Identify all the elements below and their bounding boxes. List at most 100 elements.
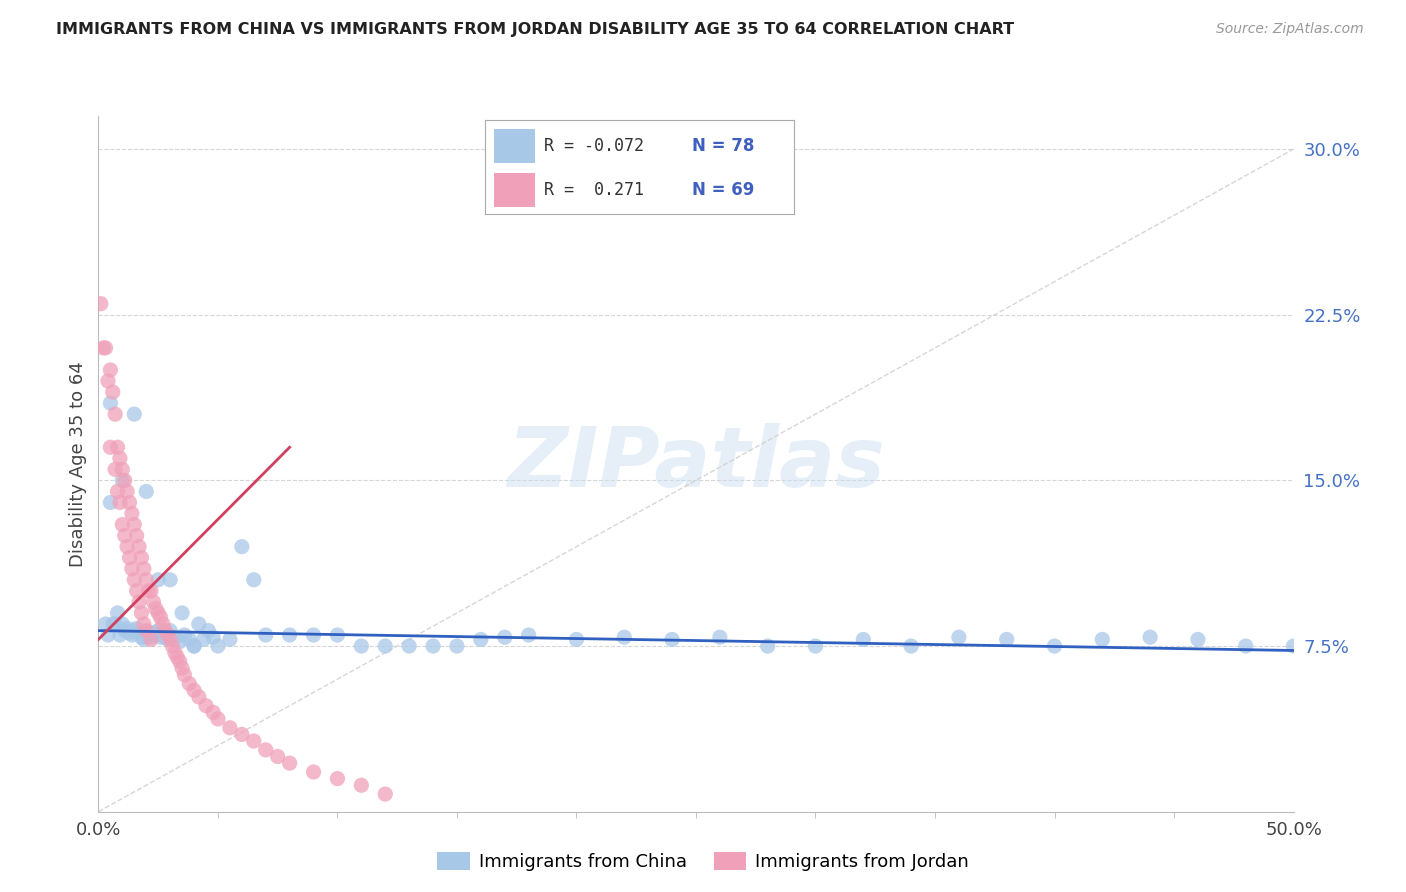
Point [152,617,174,632]
Point [125,583,148,598]
Point [302,628,325,642]
Point [115,484,138,499]
Point [156,628,179,642]
Point [149,610,172,624]
Text: Source: ZipAtlas.com: Source: ZipAtlas.com [1216,22,1364,37]
Point [104,462,127,476]
Point [125,621,148,635]
Point [852,632,875,647]
Bar [495,128,534,162]
Point [142,595,165,609]
Point [118,550,141,565]
Point [118,495,141,509]
Point [1187,632,1209,647]
Point [155,630,177,644]
Point [132,562,155,576]
Point [125,528,148,542]
Point [470,632,492,647]
Point [139,583,162,598]
Point [124,624,146,638]
Point [163,630,186,644]
Point [98,396,122,410]
Point [326,628,349,642]
Point [111,462,134,476]
Bar [495,173,534,207]
Text: R = -0.072: R = -0.072 [544,136,644,154]
Text: N = 69: N = 69 [692,181,755,199]
Point [159,624,181,638]
Point [148,624,170,638]
Point [101,385,124,400]
Point [149,630,172,644]
Point [108,628,131,642]
Point [148,606,170,620]
Point [98,495,122,509]
Point [173,628,195,642]
Point [302,764,325,779]
Point [135,624,157,638]
Point [101,617,124,632]
Point [194,698,217,713]
Point [108,495,131,509]
Point [159,632,181,647]
Point [124,407,146,421]
Point [183,639,205,653]
Y-axis label: Disability Age 35 to 64: Disability Age 35 to 64 [69,361,87,566]
Point [139,632,162,647]
Point [183,639,205,653]
Point [159,573,181,587]
Point [90,296,112,310]
Point [107,606,129,620]
Point [231,540,253,554]
Point [135,624,157,638]
Point [169,634,191,648]
Point [145,628,167,642]
Point [173,667,195,681]
Point [121,507,143,521]
Point [187,617,209,632]
Point [115,540,138,554]
Text: ZIPatlas: ZIPatlas [508,424,884,504]
Point [202,630,225,644]
Point [163,646,186,660]
Point [193,632,215,647]
Point [121,562,143,576]
Point [398,639,420,653]
Point [326,772,349,786]
Point [756,639,779,653]
Point [231,727,253,741]
Point [152,625,174,640]
Point [104,407,127,421]
Point [1282,639,1305,653]
Point [139,630,162,644]
Point [613,630,636,644]
Point [243,573,266,587]
Point [166,650,188,665]
Legend: Immigrants from China, Immigrants from Jordan: Immigrants from China, Immigrants from J… [430,845,976,879]
Point [111,517,134,532]
Point [114,624,136,638]
Point [197,624,219,638]
Point [124,517,146,532]
Point [709,630,731,644]
Point [97,628,120,642]
Point [128,625,150,640]
Point [254,743,277,757]
Point [183,683,205,698]
Point [131,550,153,565]
Point [145,601,167,615]
Point [267,749,290,764]
Point [142,625,165,640]
Point [1043,639,1066,653]
Point [900,639,922,653]
Point [138,628,160,642]
Point [121,628,143,642]
Point [254,628,277,642]
Point [131,630,153,644]
Point [115,621,138,635]
Point [494,630,516,644]
Point [107,440,129,454]
Point [207,639,229,653]
Point [374,639,396,653]
Point [179,676,201,690]
